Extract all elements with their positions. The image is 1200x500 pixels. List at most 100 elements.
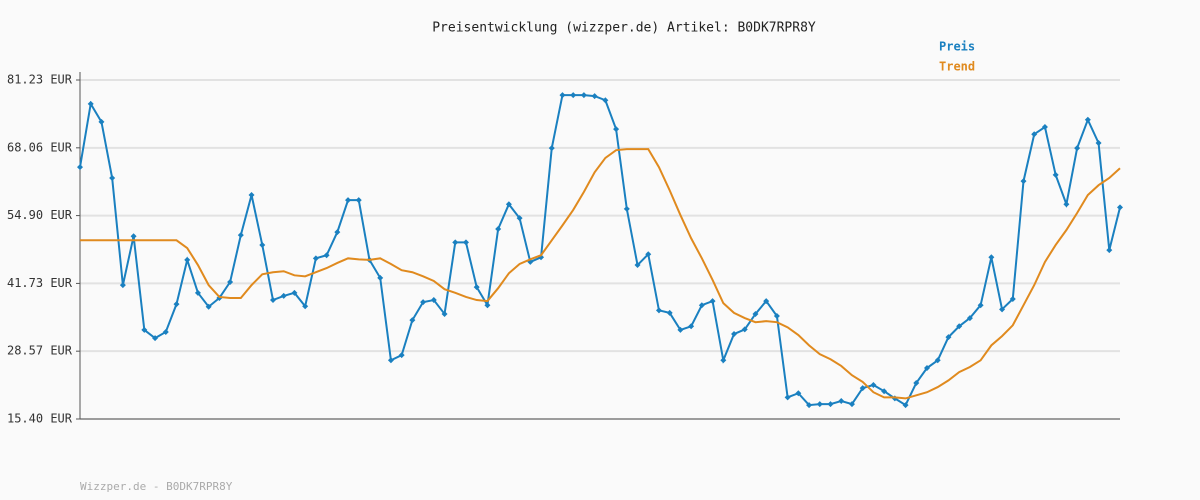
data-point	[1084, 116, 1091, 123]
data-point	[109, 174, 116, 181]
data-point	[827, 401, 834, 408]
data-point	[312, 255, 319, 262]
data-point	[355, 197, 362, 204]
data-point	[602, 97, 609, 104]
data-point	[345, 197, 352, 204]
data-point	[334, 229, 341, 236]
data-point	[194, 289, 201, 296]
data-point	[559, 92, 566, 99]
data-point	[173, 301, 180, 308]
data-point	[956, 323, 963, 330]
data-point	[698, 302, 705, 309]
data-point	[806, 402, 813, 409]
data-point	[720, 357, 727, 364]
data-point	[645, 251, 652, 258]
y-tick-label: 54.90 EUR	[7, 208, 73, 222]
series-line	[80, 148, 1121, 400]
y-tick-label: 15.40 EUR	[7, 412, 73, 426]
data-point	[1052, 171, 1059, 178]
data-point	[870, 382, 877, 389]
data-point	[1074, 145, 1081, 152]
data-point	[634, 262, 641, 269]
chart-title: Preisentwicklung (wizzper.de) Artikel: B…	[432, 21, 816, 36]
data-point	[752, 310, 759, 317]
data-point	[420, 299, 427, 306]
data-point	[269, 297, 276, 304]
data-point	[205, 303, 212, 310]
data-point	[77, 164, 83, 171]
data-point	[977, 302, 984, 309]
data-point	[505, 201, 512, 208]
legend-label: Trend	[939, 60, 975, 74]
data-point	[548, 145, 555, 152]
data-point	[763, 298, 770, 305]
data-point	[227, 279, 234, 286]
data-point	[1117, 204, 1123, 211]
data-point	[280, 292, 287, 299]
data-point	[387, 357, 394, 364]
data-point	[731, 331, 738, 338]
data-point	[881, 388, 888, 395]
data-point	[988, 254, 995, 261]
data-point	[1106, 247, 1113, 254]
data-point	[580, 92, 587, 99]
data-point	[98, 118, 105, 125]
data-point	[591, 93, 598, 100]
data-point	[377, 274, 384, 281]
data-point	[495, 225, 502, 232]
data-point	[570, 92, 577, 99]
data-point	[966, 315, 973, 322]
data-point	[677, 326, 684, 333]
data-point	[291, 289, 298, 296]
data-point	[795, 390, 802, 397]
data-point	[430, 297, 437, 304]
data-point	[141, 326, 148, 333]
data-point	[462, 239, 469, 246]
data-point	[666, 309, 673, 316]
data-point	[87, 100, 94, 107]
data-point	[452, 239, 459, 246]
data-point	[945, 334, 952, 341]
data-point	[162, 328, 169, 335]
data-point	[398, 352, 405, 359]
data-point	[1041, 124, 1048, 131]
data-point	[816, 401, 823, 408]
data-point	[1020, 178, 1027, 185]
data-point	[409, 317, 416, 324]
data-point	[934, 357, 941, 364]
data-point	[484, 302, 491, 309]
data-point	[709, 298, 716, 305]
data-point	[1095, 139, 1102, 146]
y-tick-label: 41.73 EUR	[7, 276, 73, 290]
data-point	[773, 313, 780, 320]
data-point	[741, 326, 748, 333]
y-tick-label: 81.23 EUR	[7, 73, 73, 87]
legend-label: Preis	[939, 40, 975, 54]
data-point	[323, 252, 330, 259]
data-point	[913, 379, 920, 386]
data-point	[924, 365, 931, 372]
data-point	[623, 205, 630, 212]
data-point	[859, 385, 866, 392]
data-point	[259, 241, 266, 248]
data-point	[516, 215, 523, 222]
y-tick-label: 68.06 EUR	[7, 140, 73, 154]
data-point	[848, 401, 855, 408]
data-point	[688, 323, 695, 330]
data-point	[613, 126, 620, 133]
data-point	[538, 254, 545, 261]
data-point	[473, 284, 480, 291]
data-point	[130, 233, 137, 240]
series-line	[79, 94, 1121, 407]
data-point	[999, 306, 1006, 313]
footer: Wizzper.de - B0DK7RPR8Y	[80, 480, 233, 493]
data-point	[441, 310, 448, 317]
data-point	[119, 282, 126, 289]
data-point	[784, 394, 791, 401]
data-point	[902, 402, 909, 409]
y-tick-label: 28.57 EUR	[7, 344, 73, 358]
data-point	[184, 256, 191, 263]
